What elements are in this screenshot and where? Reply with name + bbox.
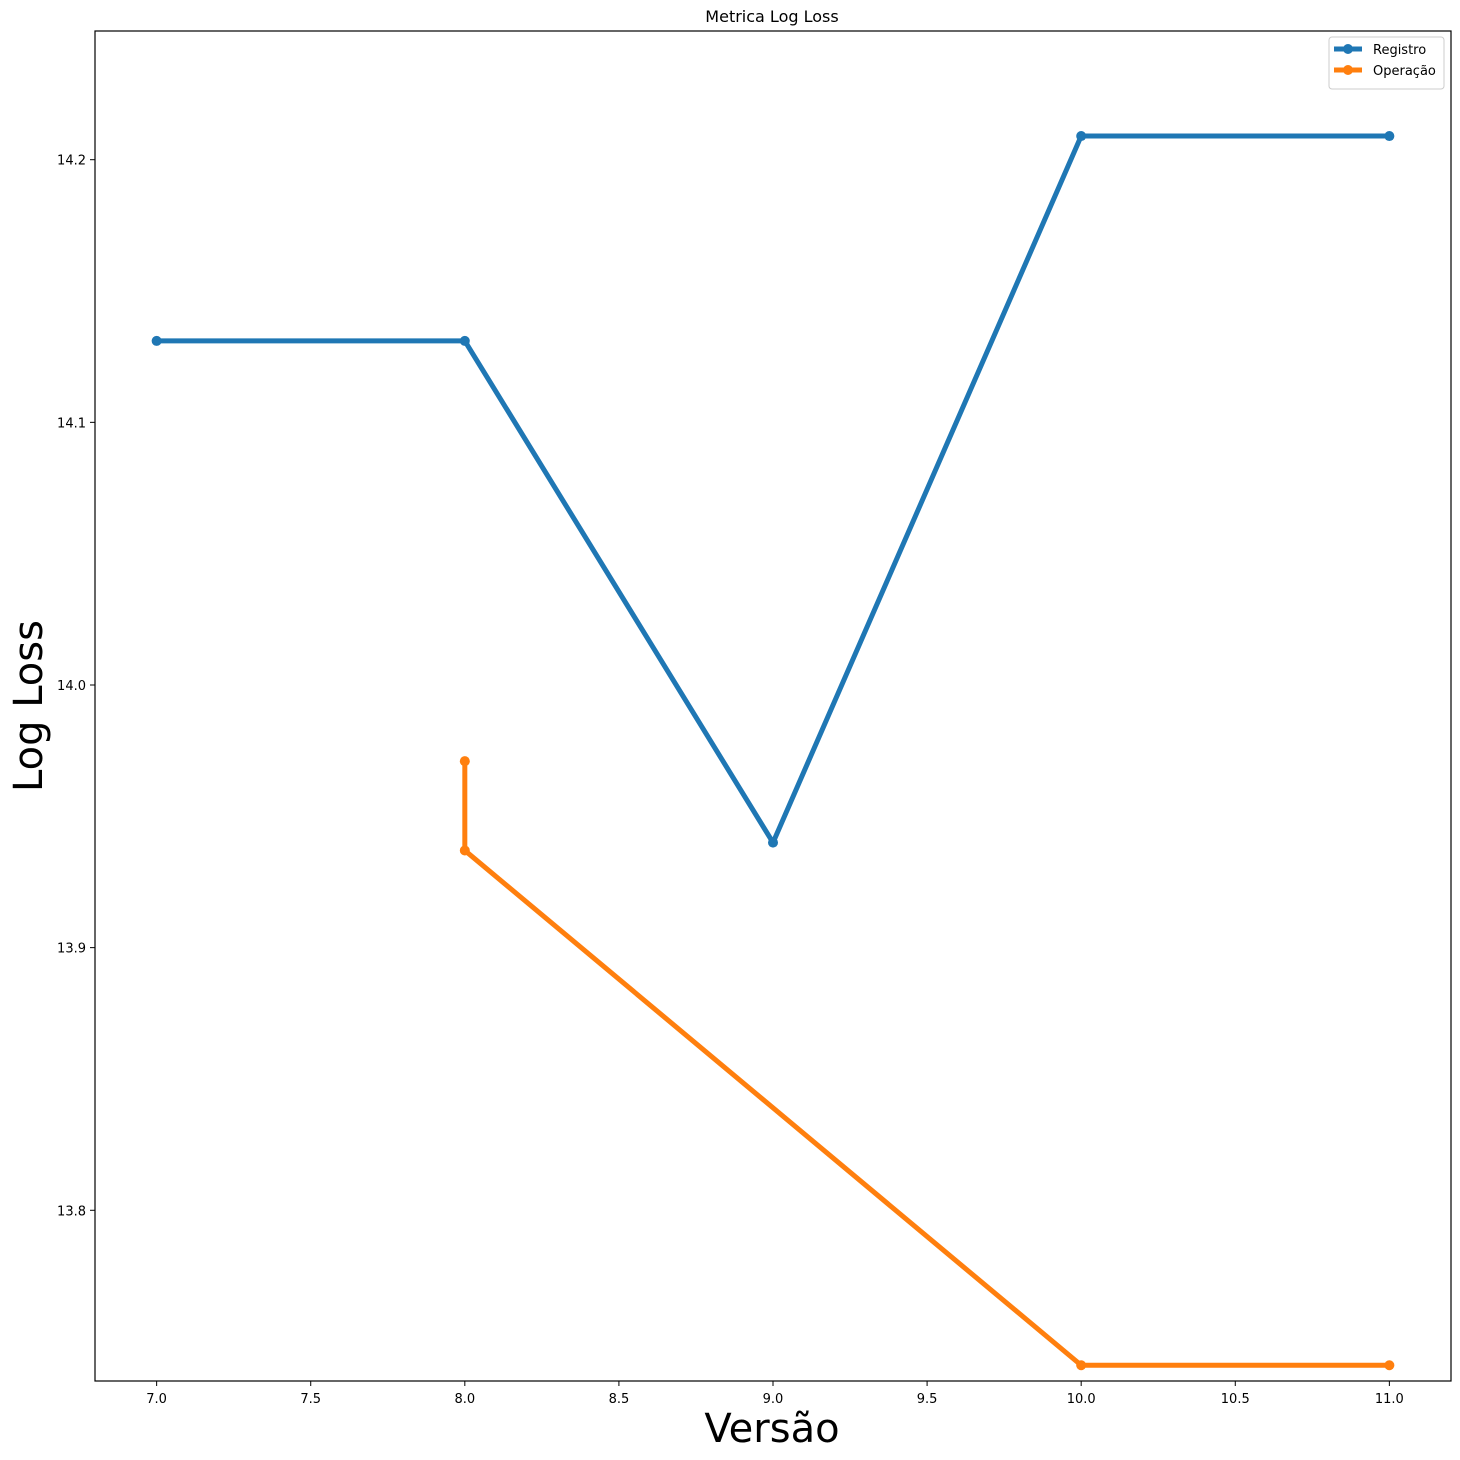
x-tick-label: 11.0 [1375, 1392, 1404, 1407]
x-tick-label: 7.5 [300, 1392, 321, 1407]
y-axis: 13.8 13.9 14.0 14.1 14.2 [57, 154, 95, 1219]
data-point [1076, 131, 1087, 142]
y-tick-label: 14.2 [57, 154, 86, 169]
legend: Registro Operação [1328, 36, 1445, 90]
x-tick-label: 8.0 [454, 1392, 475, 1407]
plot-frame [94, 30, 1452, 1382]
data-point [459, 335, 470, 346]
legend-label: Operação [1373, 64, 1436, 79]
legend-item: Operação [1334, 64, 1436, 79]
x-tick-label: 10.0 [1067, 1392, 1096, 1407]
series-line [462, 761, 1390, 1368]
y-tick-label: 13.9 [57, 942, 86, 957]
y-tick-label: 14.1 [57, 416, 86, 431]
legend-marker [1343, 65, 1353, 75]
x-tick-label: 7.0 [146, 1392, 167, 1407]
data-point [768, 837, 778, 848]
x-tick-label: 9.5 [917, 1392, 938, 1407]
data-point [151, 335, 162, 346]
plot-area [151, 131, 1395, 1371]
series-line [156, 133, 1390, 846]
legend-item: Registro [1334, 43, 1426, 58]
data-point [1384, 1360, 1395, 1371]
chart-title: Metrica Log Loss [705, 7, 838, 26]
legend-marker [1343, 44, 1353, 54]
x-tick-label: 8.5 [609, 1392, 630, 1407]
y-tick-label: 14.0 [57, 679, 86, 694]
x-axis-label: Versão [704, 1406, 839, 1452]
data-point [1384, 131, 1395, 142]
series-1 [151, 131, 1395, 848]
data-point [459, 756, 470, 767]
y-tick-label: 13.8 [57, 1204, 86, 1219]
y-axis-label: Log Loss [6, 620, 52, 792]
legend-label: Registro [1373, 43, 1426, 58]
x-tick-label: 10.5 [1221, 1392, 1250, 1407]
data-point [1076, 1360, 1087, 1371]
x-tick-label: 9.0 [763, 1392, 784, 1407]
data-point [459, 845, 470, 856]
series-2 [459, 756, 1395, 1371]
x-axis: 7.0 7.5 8.0 8.5 9.0 9.5 10.0 10.5 11.0 [146, 1381, 1404, 1407]
